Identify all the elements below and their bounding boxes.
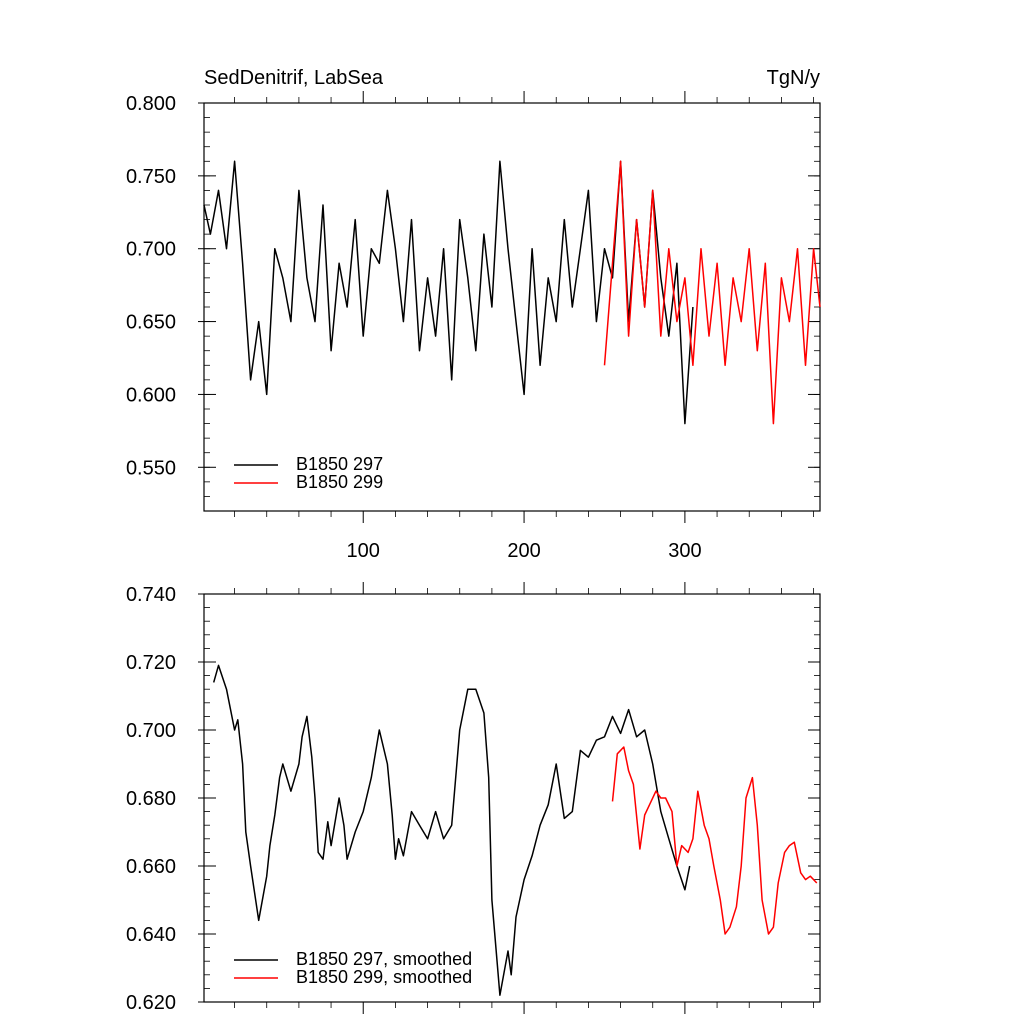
chart-units: TgN/y <box>767 67 820 89</box>
axis-ticks-top <box>198 91 820 523</box>
x-tick-label: 300 <box>668 540 701 562</box>
chart-title: SedDenitrif, LabSea <box>204 67 384 89</box>
y-tick-label: 0.750 <box>126 166 176 188</box>
y-tick-label: 0.640 <box>126 924 176 946</box>
y-tick-label: 0.660 <box>126 856 176 878</box>
y-tick-label: 0.740 <box>126 584 176 606</box>
plot-frame-bottom <box>203 593 821 1003</box>
plot-frame-top <box>203 102 821 512</box>
series-line-2 <box>603 160 821 425</box>
y-tick-label: 0.800 <box>126 93 176 115</box>
legend-label-1: B1850 297, smoothed <box>296 949 472 969</box>
x-tick-label: 200 <box>507 540 540 562</box>
y-tick-label: 0.680 <box>126 788 176 810</box>
y-tick-label: 0.600 <box>126 384 176 406</box>
axis-ticks-bottom <box>198 582 820 1014</box>
legend-label-2: B1850 299 <box>296 472 383 492</box>
series-lines-top <box>203 160 821 425</box>
x-tick-label: 100 <box>347 540 380 562</box>
y-tick-label: 0.700 <box>126 720 176 742</box>
y-tick-label: 0.550 <box>126 457 176 479</box>
series-line-1 <box>203 160 694 425</box>
axis-labels-top: 0.550 0.600 0.650 0.700 0.750 0.800 100 200 300 <box>126 93 702 562</box>
series-line-2 <box>611 746 818 935</box>
y-tick-label: 0.650 <box>126 312 176 334</box>
y-tick-label: 0.620 <box>126 992 176 1014</box>
axis-labels-bottom: 0.620 0.640 0.660 0.680 0.700 0.720 0.740 <box>126 584 176 1014</box>
y-tick-label: 0.720 <box>126 652 176 674</box>
series-line-1 <box>212 664 691 996</box>
legend-label-1: B1850 297 <box>296 454 383 474</box>
panel-bottom: 0.620 0.640 0.660 0.680 0.700 0.720 0.740 B185… <box>126 582 821 1014</box>
legend-label-2: B1850 299, smoothed <box>296 967 472 987</box>
y-tick-label: 0.700 <box>126 239 176 261</box>
series-lines-bottom <box>212 664 818 996</box>
